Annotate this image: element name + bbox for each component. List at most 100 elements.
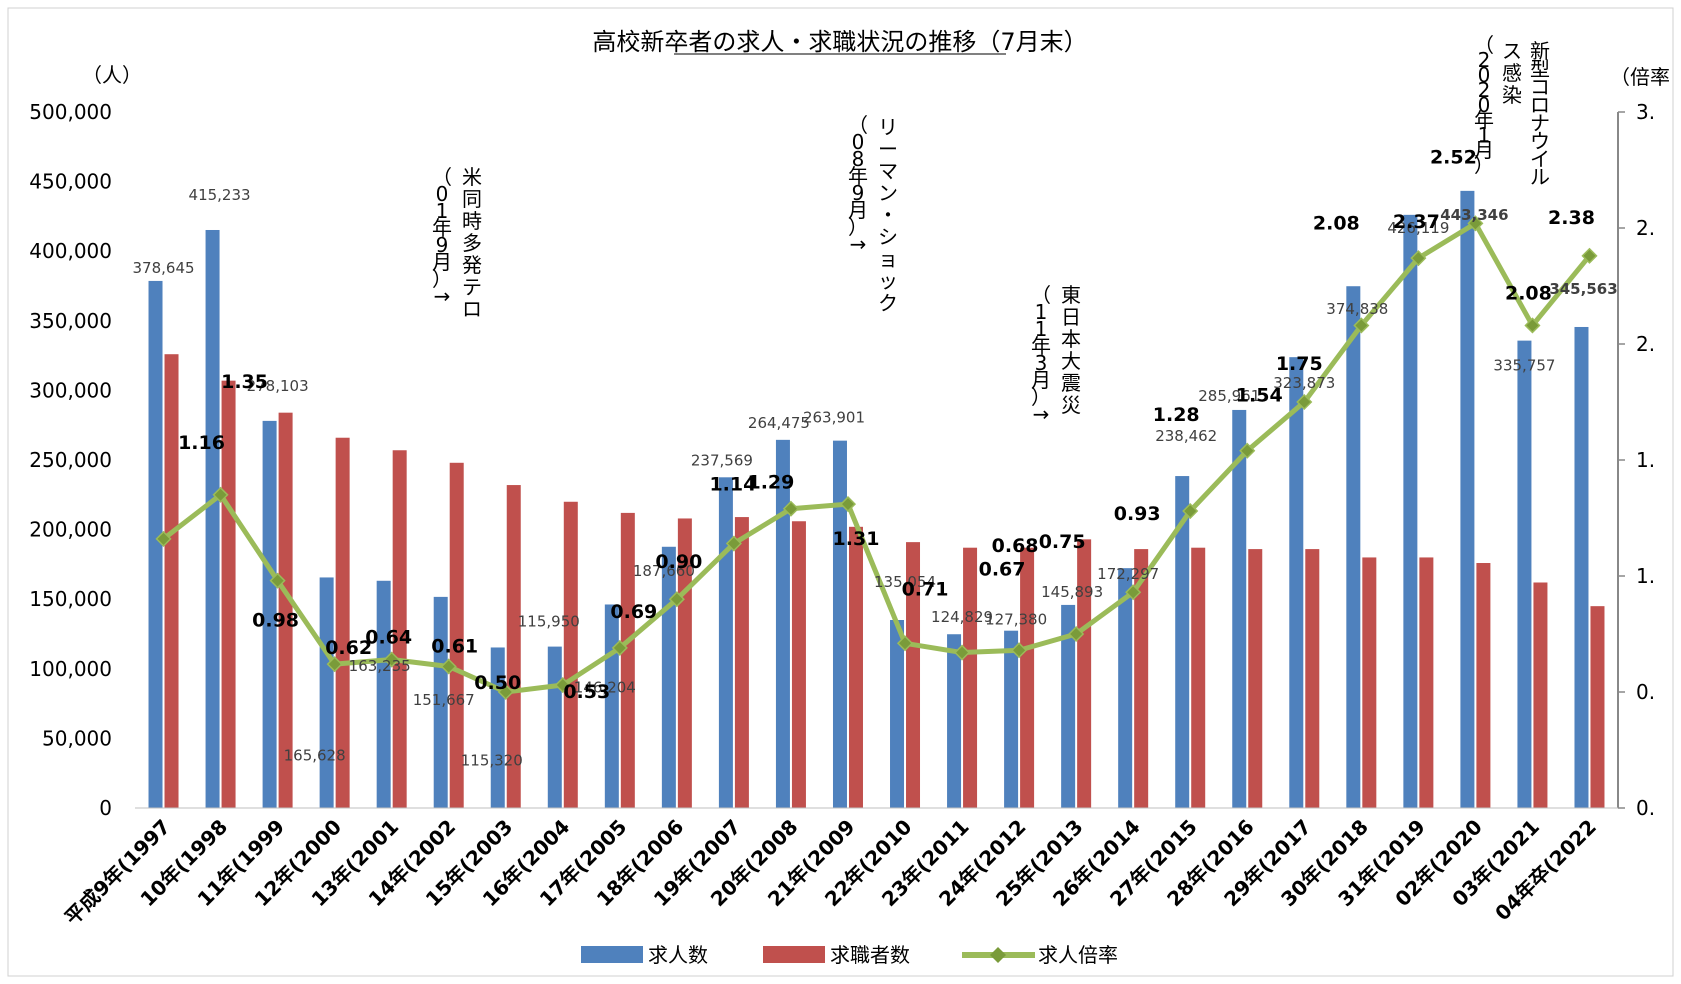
ratio-value-label: 2.52 bbox=[1430, 146, 1477, 168]
bar-kyujin bbox=[1232, 409, 1247, 808]
bars bbox=[135, 190, 1618, 809]
ratio-marker bbox=[1296, 393, 1313, 411]
bar-value-label: 415,233 bbox=[189, 186, 251, 204]
ratio-value-label: 0.75 bbox=[1039, 531, 1086, 553]
y-right-tick-label: 2. bbox=[1636, 332, 1655, 356]
annotation-char: ） bbox=[848, 215, 868, 239]
ratio-value-label: 2.38 bbox=[1548, 207, 1595, 229]
ratio-value-label: 1.35 bbox=[221, 371, 268, 393]
annotation-char: 月 bbox=[1031, 368, 1051, 392]
annotation-char: 2 bbox=[1478, 48, 1491, 72]
y-left-tick-label: 50,000 bbox=[42, 726, 112, 750]
ratio-value-label: 1.29 bbox=[747, 472, 794, 494]
y-left-tick-label: 500,000 bbox=[29, 100, 112, 124]
bar-value-label: 145,893 bbox=[1041, 583, 1103, 601]
bar-value-label: 124,829 bbox=[931, 608, 993, 626]
annotation-char: 多 bbox=[462, 231, 482, 255]
ratio-value-label: 0.62 bbox=[325, 637, 372, 659]
legend-marker-ratio bbox=[990, 947, 1006, 963]
bar-kyushoku bbox=[164, 354, 179, 808]
ratio-value-label: 1.75 bbox=[1276, 353, 1323, 375]
bar-kyujin bbox=[1004, 630, 1019, 808]
ratio-value-label: 1.16 bbox=[178, 432, 225, 454]
bar-value-label: 135,054 bbox=[874, 573, 936, 591]
ratio-marker bbox=[1182, 502, 1199, 520]
annotation-char: → bbox=[434, 284, 451, 308]
bar-kyujin bbox=[547, 646, 562, 808]
annotation-char: 米 bbox=[462, 165, 482, 189]
annotation-char: テ bbox=[462, 275, 482, 299]
annotation-char: 時 bbox=[462, 209, 482, 233]
bar-value-label: 237,569 bbox=[691, 451, 753, 469]
bar-kyujin bbox=[319, 577, 334, 808]
annotation-char: （ bbox=[432, 165, 452, 189]
bar-kyushoku bbox=[392, 450, 407, 808]
ratio-marker bbox=[155, 530, 172, 547]
annotation-char: ナ bbox=[1530, 111, 1550, 135]
ratio-line bbox=[155, 215, 1598, 701]
annotation-char: 月 bbox=[1474, 138, 1494, 162]
annotation-char: 1 bbox=[436, 199, 449, 223]
bar-kyushoku bbox=[449, 462, 464, 808]
ratio-marker bbox=[896, 635, 914, 652]
annotation-char: 本 bbox=[1061, 327, 1081, 351]
ratio-marker bbox=[839, 496, 857, 513]
annotation-char: 0 bbox=[852, 130, 865, 154]
annotation-char: 年 bbox=[1031, 334, 1051, 358]
annotation-char: マ bbox=[878, 159, 898, 183]
annotation-char: 日 bbox=[1061, 305, 1081, 329]
bar-kyujin bbox=[604, 604, 619, 808]
ratio-value-label: 0.93 bbox=[1114, 503, 1161, 525]
ratio-marker bbox=[1467, 215, 1484, 232]
ratio-marker bbox=[1011, 642, 1028, 659]
ratio-marker bbox=[1068, 625, 1085, 643]
annotation-char: ・ bbox=[878, 203, 898, 227]
ratio-value-label: 0.61 bbox=[431, 635, 478, 657]
bar-kyushoku bbox=[221, 380, 236, 808]
y-left-tick-label: 300,000 bbox=[29, 378, 112, 402]
ratio-labels: 1.16 1.35 0.98 0.620.64 0.61 0.50 0.53 0.69 0.90… bbox=[178, 146, 1595, 703]
ratio-value-label: 1.31 bbox=[833, 528, 880, 550]
annotation-char: 8 bbox=[852, 147, 865, 171]
ratio-value-label: 0.71 bbox=[902, 578, 949, 600]
legend-swatch-kyujin bbox=[581, 946, 643, 963]
bar-kyushoku bbox=[506, 485, 521, 808]
bar-kyushoku bbox=[1191, 547, 1206, 808]
ratio-value-label: 0.64 bbox=[365, 627, 412, 649]
bar-kyujin bbox=[262, 420, 277, 808]
ratio-marker bbox=[1125, 584, 1142, 601]
annotation-char: 感 bbox=[1502, 61, 1522, 85]
bar-kyujin bbox=[890, 620, 905, 808]
annotation-char: 9 bbox=[852, 181, 865, 205]
ratio-marker bbox=[782, 500, 800, 517]
annotation-char: 災 bbox=[1061, 393, 1081, 417]
annotation-char: 2 bbox=[1478, 78, 1491, 102]
legend: 求人数 求職者数 求人倍率 bbox=[581, 943, 1118, 967]
bar-value-label: 163,235 bbox=[349, 657, 411, 675]
ratio-marker bbox=[725, 535, 742, 552]
ratio-polyline bbox=[161, 220, 1592, 695]
bar-kyushoku bbox=[1248, 549, 1263, 808]
annotation-char: → bbox=[850, 232, 867, 256]
ratio-marker bbox=[953, 644, 971, 661]
bar-kyujin bbox=[947, 634, 962, 808]
bar-kyujin bbox=[1289, 357, 1304, 808]
annotation-char: ） bbox=[432, 267, 452, 291]
annotation-char: 月 bbox=[432, 250, 452, 274]
ratio-marker bbox=[269, 572, 286, 589]
bar-kyushoku bbox=[1476, 563, 1491, 808]
annotations: 米同時多発テロ（01年9月）→リーマン・ショック（08年9月）→東日本大震災（1… bbox=[432, 33, 1550, 426]
chart-title: 高校新卒者の求人・求職状況の推移（7月末） bbox=[592, 28, 1087, 56]
y-left-tick-label: 450,000 bbox=[29, 170, 112, 194]
ratio-marker bbox=[440, 658, 457, 675]
annotation-char: 0 bbox=[1478, 63, 1491, 87]
ratio-value-label: 1.14 bbox=[709, 474, 756, 496]
ratio-value-label: 0.90 bbox=[655, 551, 702, 573]
annotation-char: ） bbox=[1031, 385, 1051, 409]
bar-kyujin bbox=[1175, 476, 1190, 808]
bar-value-label: 345,563 bbox=[1549, 280, 1617, 298]
